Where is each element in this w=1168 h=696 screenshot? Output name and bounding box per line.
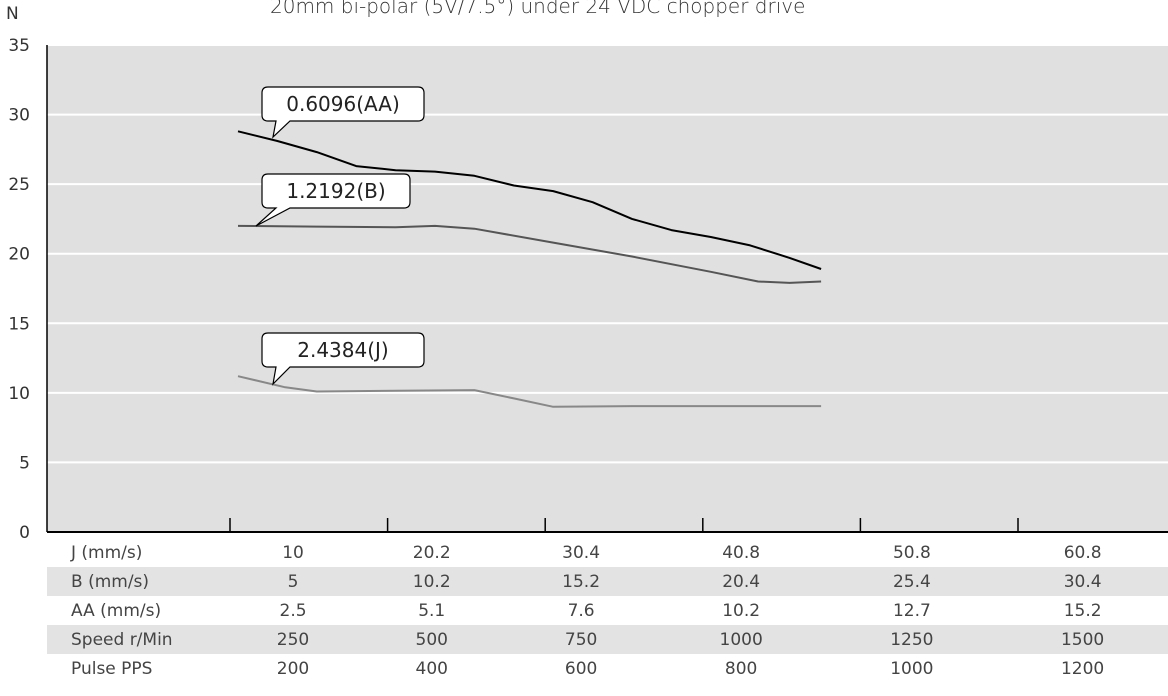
y-tick-label: 25 (8, 175, 30, 195)
table-row: Pulse PPS 200 400 600 800 1000 1200 (47, 654, 1168, 683)
series-line (237, 375, 822, 408)
table-cell: 2.5 (279, 600, 307, 621)
table-cell: 200 (276, 658, 310, 679)
row-label: J (mm/s) (71, 542, 143, 563)
plot-background (47, 45, 1168, 532)
speed-table: J (mm/s) 10 20.2 30.4 40.8 50.8 60.8 B (mm/s) 5 1… (47, 538, 1168, 683)
series-callout-label: 1.2192(B) (286, 179, 385, 203)
y-tick-label: 20 (8, 245, 30, 265)
table-cell: 30.4 (562, 542, 601, 563)
table-cell: 20.2 (412, 542, 451, 563)
table-cell: 40.8 (722, 542, 761, 563)
series-line (237, 224, 822, 284)
table-row: Speed r/Min 250 500 750 1000 1250 1500 (47, 625, 1168, 654)
y-tick-label: 30 (8, 106, 30, 126)
table-row: B (mm/s) 5 10.2 15.2 20.4 25.4 30.4 (47, 567, 1168, 596)
table-cell: 1000 (655, 625, 827, 654)
table-cell: 1000 (890, 658, 934, 679)
table-cell: 500 (357, 625, 507, 654)
row-label: B (mm/s) (47, 567, 229, 596)
y-tick-label: 35 (8, 36, 30, 56)
chart-plot: 0 5 10 15 20 25 30 35 0.6096(AA) 1.2192(B) 2.4384(… (8, 36, 1168, 540)
table-cell: 250 (229, 625, 358, 654)
y-tick-label: 15 (8, 314, 30, 334)
row-label: Speed r/Min (47, 625, 229, 654)
table-cell: 1500 (997, 625, 1168, 654)
table-cell: 30.4 (997, 567, 1168, 596)
y-tick-label: 0 (19, 523, 30, 540)
table-cell: 1200 (1060, 658, 1105, 679)
series-callout-label: 2.4384(J) (297, 338, 388, 362)
table-cell: 60.8 (1063, 542, 1102, 563)
table-row: J (mm/s) 10 20.2 30.4 40.8 50.8 60.8 (47, 538, 1168, 567)
chart-title: 20mm bi-polar (5V/7.5°) under 24 VDC cho… (270, 0, 806, 18)
table-cell: 5.1 (418, 600, 446, 621)
y-tick-label: 10 (8, 384, 30, 404)
table-cell: 15.2 (1063, 600, 1102, 621)
y-tick-label: 5 (19, 453, 30, 473)
table-cell: 1250 (826, 625, 998, 654)
table-cell: 10.2 (722, 600, 761, 621)
series-callout-box (255, 173, 411, 227)
table-row: AA (mm/s) 2.5 5.1 7.6 10.2 12.7 15.2 (47, 596, 1168, 625)
table-cell: 7.6 (567, 600, 595, 621)
table-cell: 25.4 (826, 567, 998, 596)
table-cell: 12.7 (892, 600, 931, 621)
row-label: Pulse PPS (71, 658, 153, 679)
table-cell: 15.2 (506, 567, 656, 596)
y-axis-label: N (6, 4, 19, 24)
table-cell: 10 (282, 542, 304, 563)
table-cell: 50.8 (892, 542, 931, 563)
table-cell: 750 (506, 625, 656, 654)
table-cell: 20.4 (655, 567, 827, 596)
series-callout-label: 0.6096(AA) (286, 92, 400, 116)
row-label: AA (mm/s) (71, 600, 162, 621)
table-cell: 400 (415, 658, 448, 679)
table-cell: 5 (229, 567, 358, 596)
series-callout-box (261, 86, 425, 139)
table-cell: 800 (724, 658, 758, 679)
series-callout-box (261, 332, 425, 386)
series-line (237, 130, 822, 270)
table-cell: 10.2 (357, 567, 507, 596)
table-cell: 600 (564, 658, 598, 679)
